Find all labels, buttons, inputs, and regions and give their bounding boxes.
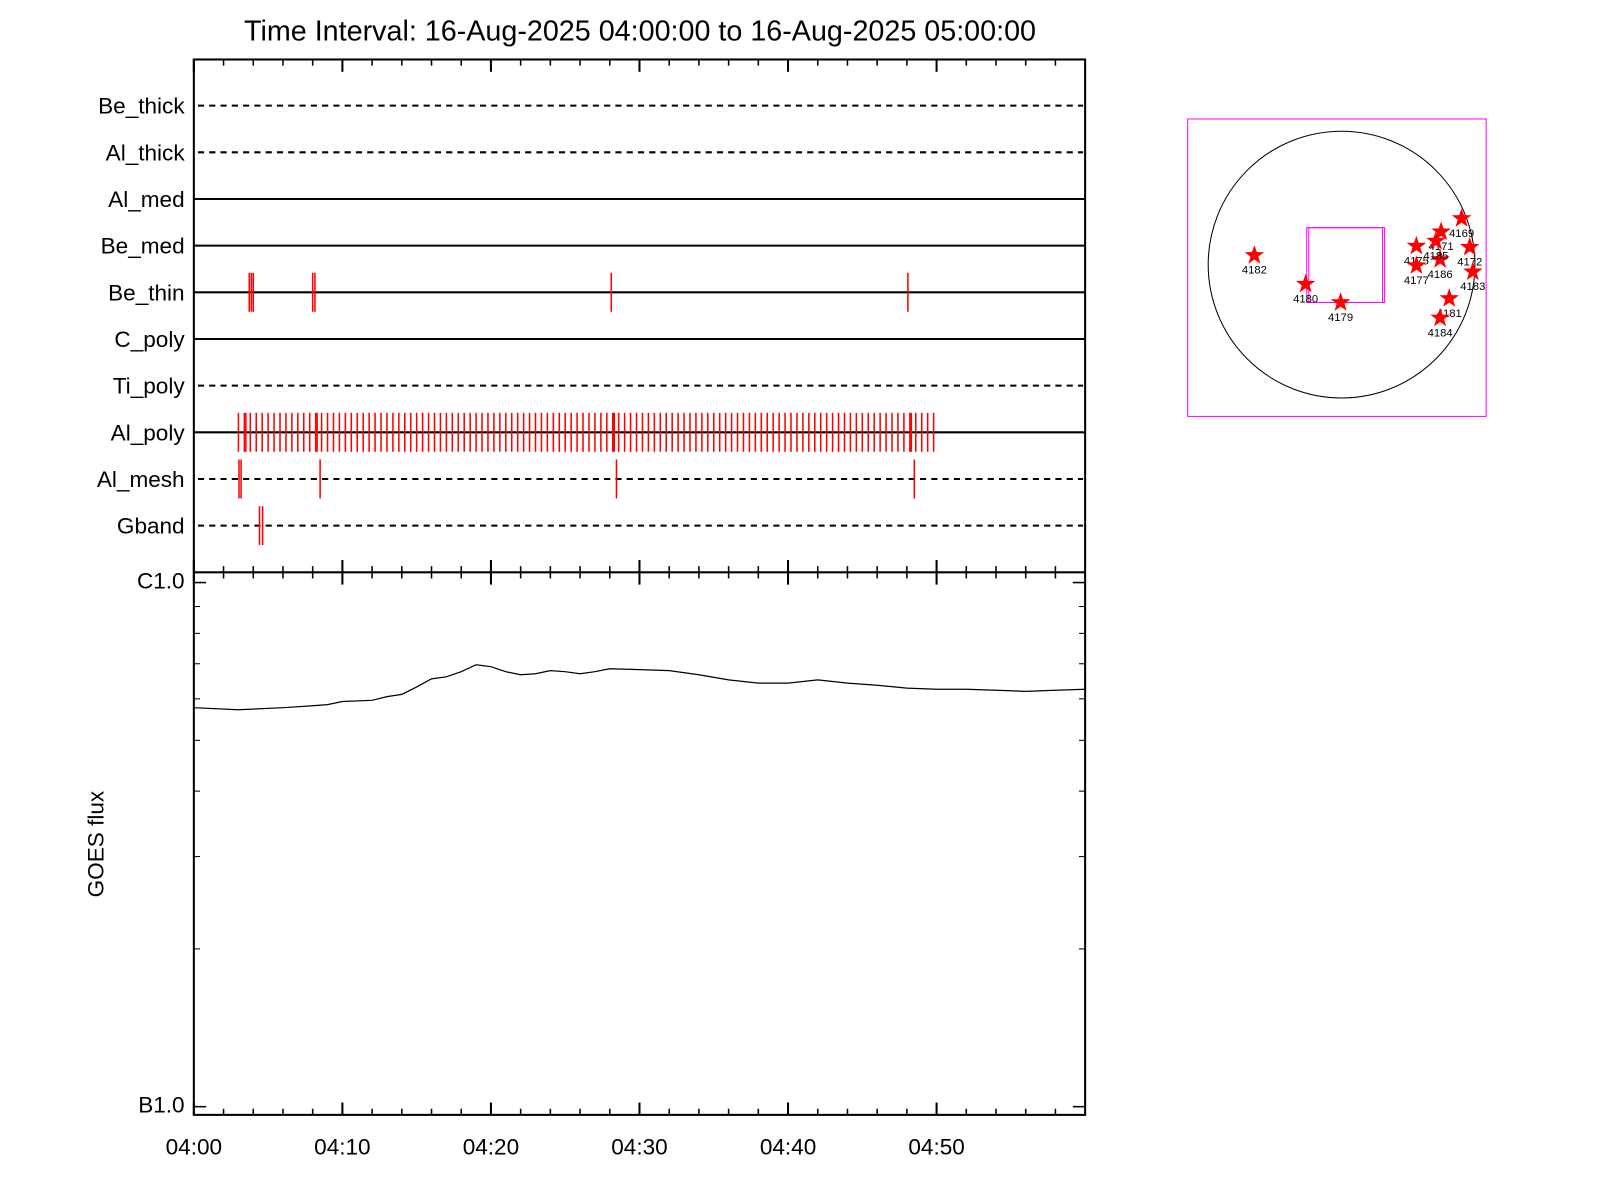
row-label: Be_thick	[98, 94, 185, 119]
region-star	[1431, 221, 1451, 241]
region-label: 4179	[1328, 312, 1353, 324]
region-star	[1460, 236, 1480, 256]
region-star	[1295, 273, 1316, 293]
region-label: 4180	[1293, 293, 1318, 305]
fov-box	[1308, 227, 1386, 303]
region-star	[1406, 255, 1427, 274]
region-star	[1451, 208, 1472, 227]
x-tick-label: 04:40	[760, 1135, 816, 1160]
region-star	[1430, 307, 1450, 327]
region-label: 4185	[1423, 250, 1448, 262]
region-label: 4172	[1457, 257, 1482, 269]
region-star	[1244, 245, 1265, 264]
y-axis-label: GOES flux	[83, 790, 108, 897]
row-label: Al_mesh	[97, 467, 185, 492]
row-label: C_poly	[114, 327, 185, 352]
region-label: 4184	[1428, 327, 1453, 339]
region-star	[1439, 288, 1459, 307]
region-star	[1330, 292, 1351, 311]
region-star	[1426, 230, 1446, 250]
y-tick-label: B1.0	[138, 1093, 184, 1118]
x-tick-label: 04:30	[611, 1135, 667, 1160]
row-label: Gband	[117, 514, 185, 539]
region-star	[1430, 249, 1450, 268]
row-label: Ti_poly	[113, 374, 186, 399]
region-label: 4169	[1449, 228, 1474, 240]
region-label: 4177	[1404, 275, 1429, 287]
region-label: 4182	[1242, 265, 1267, 277]
row-label: Be_med	[101, 234, 185, 259]
region-star	[1406, 235, 1427, 255]
solar-disk	[1207, 130, 1476, 399]
chart-title: Time Interval: 16-Aug-2025 04:00:00 to 1…	[244, 15, 1036, 47]
x-tick-label: 04:50	[908, 1135, 964, 1160]
row-label: Al_poly	[111, 420, 186, 445]
region-label: 4183	[1460, 281, 1485, 293]
row-label: Al_med	[108, 187, 184, 212]
x-tick-label: 04:10	[314, 1135, 370, 1160]
flux-line	[193, 664, 1086, 711]
x-tick-label: 04:20	[463, 1135, 519, 1160]
map-frame	[1187, 118, 1487, 417]
region-star	[1463, 261, 1483, 281]
region-label: 4186	[1428, 269, 1453, 281]
row-label: Be_thin	[108, 280, 184, 305]
y-tick-label: C1.0	[137, 569, 185, 594]
x-tick-label: 04:00	[166, 1135, 222, 1160]
row-label: Al_thick	[106, 140, 186, 165]
